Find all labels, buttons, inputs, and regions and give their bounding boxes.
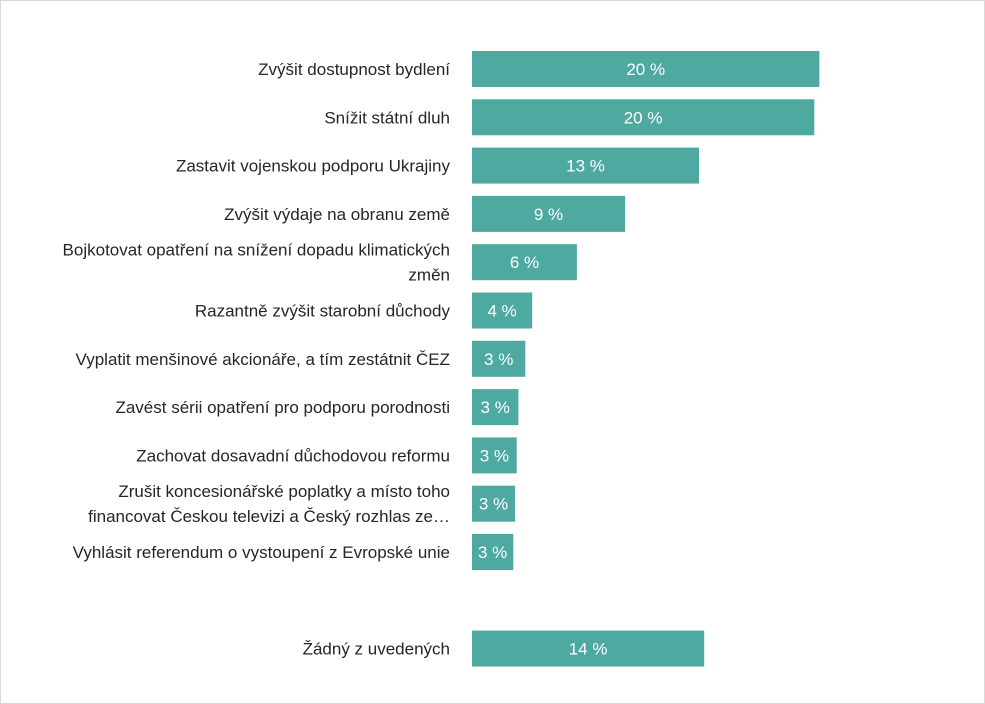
category-label: Snížit státní dluh (324, 108, 450, 127)
category-label: Bojkotovat opatření na snížení dopadu kl… (63, 241, 450, 260)
category-label: Žádný z uvedených (303, 640, 450, 659)
data-label: 14 % (569, 640, 608, 659)
data-label: 3 % (478, 543, 507, 562)
category-label: Vyhlásit referendum o vystoupení z Evrop… (73, 543, 450, 562)
bar (472, 292, 533, 329)
data-label: 20 % (624, 108, 663, 127)
category-label: Razantně zvýšit starobní důchody (195, 302, 451, 321)
category-label: Zvýšit výdaje na obranu země (224, 205, 450, 224)
bar (472, 51, 820, 87)
data-label: 9 % (534, 205, 563, 224)
bar (472, 340, 526, 377)
category-label: Zvýšit dostupnost bydlení (258, 60, 450, 79)
data-label: 3 % (481, 398, 510, 417)
data-label: 13 % (566, 157, 605, 176)
bar (472, 437, 517, 474)
data-label: 4 % (487, 302, 516, 321)
data-label: 20 % (626, 60, 665, 79)
category-label: Zastavit vojenskou podporu Ukrajiny (176, 157, 451, 176)
category-label: Zachovat dosavadní důchodovou reformu (136, 446, 450, 465)
bar (472, 99, 815, 136)
bar (472, 534, 514, 570)
bar (472, 630, 705, 667)
bar (472, 389, 519, 426)
category-label: Vyplatit menšinové akcionáře, a tím zest… (76, 350, 450, 369)
bar (472, 147, 699, 184)
category-label: financovat Českou televizi a Český rozhl… (88, 507, 450, 526)
bar (472, 485, 515, 522)
data-label: 3 % (479, 495, 508, 514)
bar (472, 244, 577, 281)
data-label: 3 % (484, 350, 513, 369)
category-label: Zavést sérii opatření pro podporu porodn… (115, 398, 450, 417)
data-label: 3 % (480, 446, 509, 465)
category-label: Zrušit koncesionářské poplatky a místo t… (118, 482, 450, 501)
category-label: změn (408, 266, 450, 285)
data-label: 6 % (510, 253, 539, 272)
bar (472, 195, 626, 232)
